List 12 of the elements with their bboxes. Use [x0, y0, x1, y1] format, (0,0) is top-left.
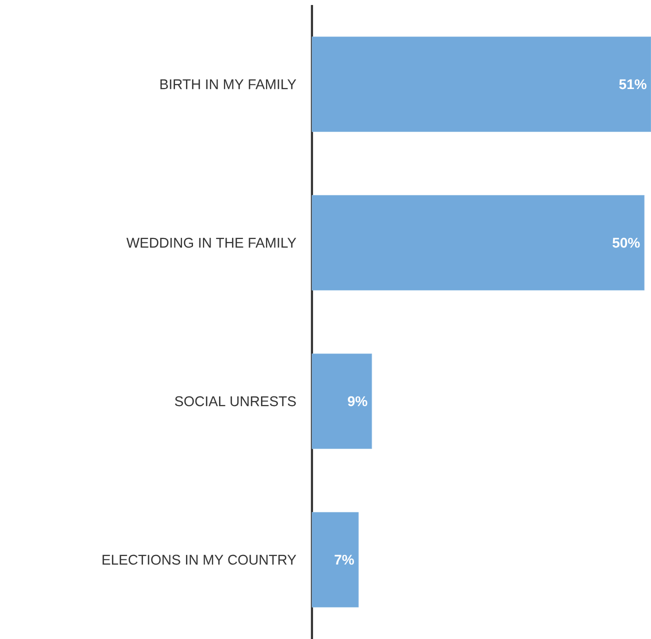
- data-label: 9%: [348, 396, 368, 406]
- data-label: 51%: [619, 79, 646, 90]
- y-tick-label: ELECTIONS IN MY COUNTRY: [102, 554, 296, 565]
- y-tick-label: WEDDING IN THE FAMILY: [126, 238, 296, 248]
- bar: [312, 512, 359, 608]
- data-label: 50%: [612, 238, 640, 248]
- data-label: 7%: [334, 554, 354, 565]
- y-tick-label: SOCIAL UNRESTS: [174, 396, 296, 406]
- bar: [312, 195, 645, 290]
- bar: [312, 354, 372, 449]
- bar: [312, 36, 651, 132]
- y-tick-label: BIRTH IN MY FAMILY: [160, 79, 296, 90]
